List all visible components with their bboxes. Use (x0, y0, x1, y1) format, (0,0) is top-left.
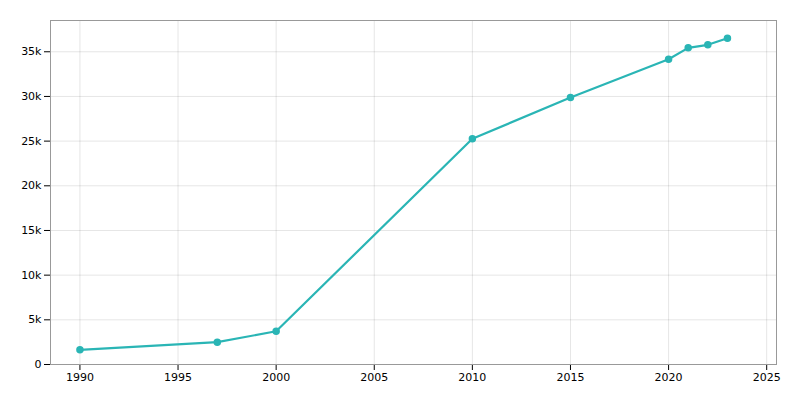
svg-text:1995: 1995 (164, 371, 192, 384)
svg-text:0: 0 (35, 358, 42, 371)
svg-text:35k: 35k (21, 45, 42, 58)
svg-text:1990: 1990 (66, 371, 94, 384)
svg-text:2015: 2015 (556, 371, 584, 384)
svg-text:5k: 5k (28, 313, 42, 326)
svg-text:2020: 2020 (655, 371, 683, 384)
svg-text:10k: 10k (21, 269, 42, 282)
svg-text:25k: 25k (21, 135, 42, 148)
svg-text:2025: 2025 (753, 371, 781, 384)
svg-text:2005: 2005 (360, 371, 388, 384)
svg-text:20k: 20k (21, 179, 42, 192)
svg-text:2000: 2000 (262, 371, 290, 384)
svg-text:30k: 30k (21, 90, 42, 103)
svg-text:15k: 15k (21, 224, 42, 237)
svg-text:2010: 2010 (458, 371, 486, 384)
